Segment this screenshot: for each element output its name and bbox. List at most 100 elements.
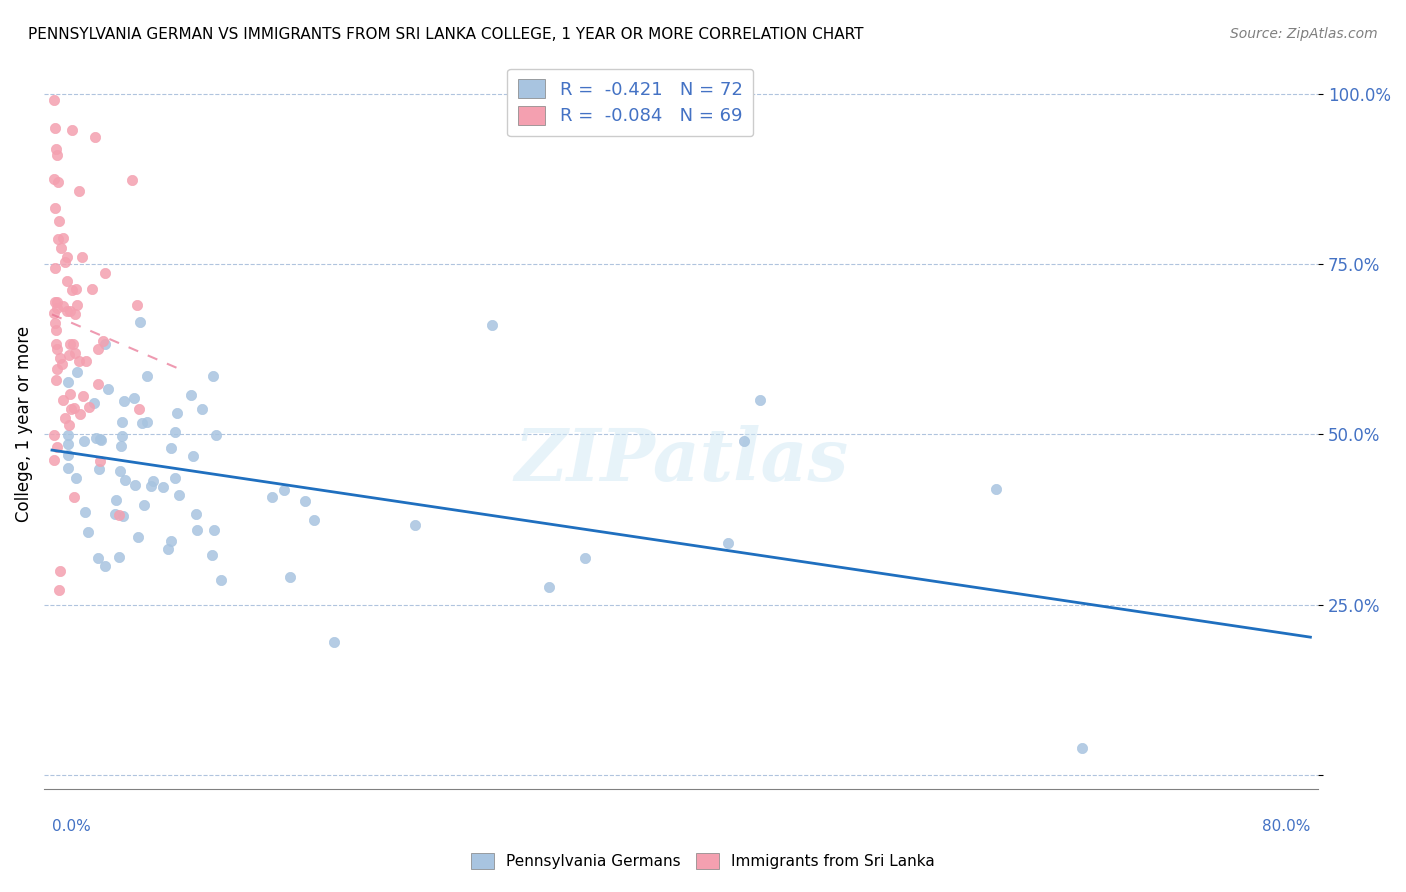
Point	[63, 401, 86, 416]
Point	[180, 387, 202, 401]
Point	[184, 507, 207, 521]
Point	[49, 564, 72, 578]
Point	[67, 354, 90, 368]
Point	[748, 393, 770, 408]
Point	[45, 373, 67, 387]
Point	[481, 318, 503, 333]
Point	[538, 580, 561, 594]
Point	[82, 282, 104, 296]
Point	[67, 184, 90, 198]
Point	[44, 295, 66, 310]
Point	[87, 462, 110, 476]
Point	[56, 437, 79, 451]
Y-axis label: College, 1 year or more: College, 1 year or more	[15, 326, 32, 522]
Point	[86, 551, 108, 566]
Point	[45, 441, 67, 455]
Point	[56, 461, 79, 475]
Point	[51, 241, 73, 255]
Point	[44, 120, 66, 135]
Point	[165, 470, 187, 484]
Point	[111, 429, 134, 443]
Point	[112, 394, 135, 409]
Point	[108, 550, 131, 565]
Point	[59, 303, 82, 318]
Point	[65, 471, 87, 485]
Point	[202, 369, 225, 384]
Point	[165, 425, 187, 439]
Point	[62, 336, 84, 351]
Point	[984, 482, 1007, 496]
Point	[128, 315, 150, 329]
Point	[1071, 740, 1094, 755]
Point	[79, 401, 101, 415]
Point	[83, 396, 105, 410]
Point	[160, 441, 183, 455]
Point	[733, 434, 755, 448]
Point	[94, 266, 117, 280]
Point	[128, 402, 150, 417]
Point	[65, 282, 87, 296]
Point	[45, 336, 67, 351]
Point	[90, 434, 112, 448]
Point	[191, 401, 214, 416]
Point	[58, 348, 80, 362]
Point	[157, 541, 180, 556]
Point	[134, 498, 156, 512]
Text: ZIPatlas: ZIPatlas	[515, 425, 848, 496]
Point	[42, 306, 65, 320]
Point	[63, 346, 86, 360]
Point	[262, 490, 284, 504]
Point	[89, 454, 111, 468]
Point	[89, 432, 111, 446]
Point	[84, 430, 107, 444]
Point	[44, 260, 66, 275]
Point	[56, 304, 79, 318]
Point	[73, 505, 96, 519]
Point	[46, 232, 69, 246]
Point	[60, 283, 83, 297]
Legend: R =  -0.421   N = 72, R =  -0.084   N = 69: R = -0.421 N = 72, R = -0.084 N = 69	[508, 69, 754, 136]
Point	[46, 175, 69, 189]
Point	[83, 129, 105, 144]
Point	[42, 427, 65, 442]
Point	[87, 377, 110, 392]
Point	[56, 274, 79, 288]
Point	[167, 488, 190, 502]
Point	[91, 334, 114, 348]
Point	[58, 418, 80, 433]
Point	[66, 298, 89, 312]
Point	[56, 428, 79, 442]
Point	[45, 295, 67, 310]
Point	[52, 299, 75, 313]
Point	[108, 464, 131, 478]
Point	[159, 533, 181, 548]
Point	[45, 361, 67, 376]
Point	[42, 94, 65, 108]
Point	[94, 337, 117, 351]
Point	[77, 525, 100, 540]
Text: 0.0%: 0.0%	[52, 819, 91, 834]
Point	[209, 574, 232, 588]
Point	[294, 493, 316, 508]
Point	[75, 354, 97, 368]
Point	[42, 172, 65, 186]
Point	[56, 375, 79, 389]
Point	[51, 392, 73, 407]
Point	[65, 307, 87, 321]
Point	[55, 410, 77, 425]
Point	[142, 474, 165, 488]
Point	[72, 389, 94, 403]
Legend: Pennsylvania Germans, Immigrants from Sri Lanka: Pennsylvania Germans, Immigrants from Sr…	[465, 847, 941, 875]
Point	[111, 415, 134, 429]
Point	[186, 523, 208, 537]
Point	[136, 415, 159, 429]
Point	[56, 250, 79, 264]
Point	[127, 530, 149, 544]
Point	[94, 559, 117, 574]
Point	[322, 635, 344, 649]
Point	[136, 368, 159, 383]
Point	[49, 351, 72, 365]
Point	[104, 507, 127, 521]
Point	[108, 508, 131, 522]
Point	[45, 323, 67, 337]
